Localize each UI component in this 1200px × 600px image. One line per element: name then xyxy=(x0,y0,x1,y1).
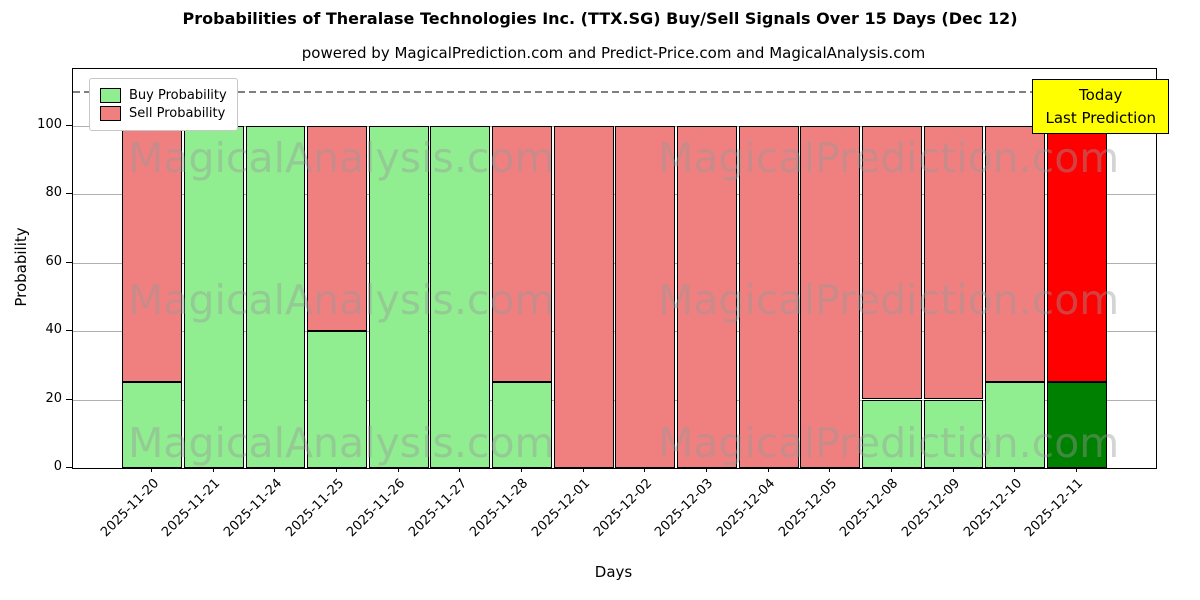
x-tick-mark xyxy=(1075,467,1077,472)
x-tick-mark xyxy=(582,467,584,472)
threshold-dashed-line xyxy=(73,91,1156,93)
y-tick-mark xyxy=(66,398,72,400)
y-tick-mark xyxy=(66,193,72,194)
x-tick-label: 2025-12-11 xyxy=(1022,476,1087,541)
buy-swatch-icon xyxy=(100,88,121,103)
buy-bar-segment xyxy=(122,382,183,468)
buy-bar-segment xyxy=(307,331,367,468)
x-tick-mark xyxy=(212,467,214,472)
x-tick-mark xyxy=(829,467,831,472)
sell-bar-segment xyxy=(492,125,552,383)
y-tick-label: 100 xyxy=(37,116,62,132)
gridline xyxy=(73,262,1156,264)
annotation-line-1: Today xyxy=(1079,86,1123,104)
x-tick-mark xyxy=(1014,467,1016,472)
buy-bar-segment xyxy=(368,125,429,468)
x-tick-label: 2025-12-03 xyxy=(652,476,717,541)
x-tick-label: 2025-11-20 xyxy=(97,476,162,541)
sell-bar-segment xyxy=(862,125,922,400)
x-tick-mark xyxy=(521,467,523,472)
buy-bar-segment xyxy=(1046,382,1107,468)
y-tick-label: 80 xyxy=(45,185,62,200)
y-tick-label: 20 xyxy=(45,390,62,406)
x-tick-mark xyxy=(952,467,954,472)
x-tick-label: 2025-12-10 xyxy=(960,476,1025,541)
sell-swatch-icon xyxy=(100,106,121,121)
gridline xyxy=(73,331,1156,332)
legend-label-sell: Sell Probability xyxy=(129,106,226,121)
sell-bar-segment xyxy=(738,125,799,468)
buy-bar-segment xyxy=(492,382,552,468)
buy-bar-segment xyxy=(923,399,984,468)
buy-bar-segment xyxy=(245,125,306,468)
buy-bar-segment xyxy=(183,125,244,468)
legend-item-sell: Sell Probability xyxy=(100,106,227,121)
x-tick-label: 2025-11-27 xyxy=(405,476,470,541)
chart-title: Probabilities of Theralase Technologies … xyxy=(182,9,1018,28)
x-tick-label: 2025-11-24 xyxy=(221,476,286,541)
sell-bar-segment xyxy=(677,125,737,468)
sell-bar-segment xyxy=(923,125,984,400)
y-tick-mark xyxy=(66,261,72,263)
gridline xyxy=(73,125,1156,127)
x-axis-label: Days xyxy=(594,563,633,581)
gridline xyxy=(73,399,1156,401)
gridline xyxy=(73,194,1156,195)
legend-item-buy: Buy Probability xyxy=(100,88,227,103)
buy-bar-segment xyxy=(862,399,922,468)
x-tick-label: 2025-12-02 xyxy=(590,476,655,541)
x-tick-mark xyxy=(705,467,707,472)
x-tick-label: 2025-12-09 xyxy=(899,476,964,541)
x-tick-mark xyxy=(767,467,769,472)
legend-label-buy: Buy Probability xyxy=(129,88,227,103)
x-tick-label: 2025-12-05 xyxy=(775,476,840,541)
x-tick-label: 2025-11-21 xyxy=(159,476,224,541)
x-tick-mark xyxy=(151,467,153,472)
plot-area: Buy Probability Sell Probability Magical… xyxy=(72,68,1157,469)
sell-bar-segment xyxy=(615,125,676,468)
sell-bar-segment xyxy=(1046,125,1107,383)
x-tick-mark xyxy=(644,467,646,472)
x-tick-mark xyxy=(397,467,399,472)
buy-bar-segment xyxy=(985,382,1046,468)
sell-bar-segment xyxy=(307,125,367,331)
y-tick-mark xyxy=(66,330,72,331)
sell-bar-segment xyxy=(800,125,861,468)
x-tick-mark xyxy=(459,467,461,472)
x-tick-mark xyxy=(890,467,892,472)
annotation-line-2: Last Prediction xyxy=(1045,108,1156,127)
y-tick-mark xyxy=(66,124,72,126)
x-tick-label: 2025-11-28 xyxy=(467,476,532,541)
y-tick-label: 40 xyxy=(45,322,62,337)
x-tick-mark xyxy=(336,467,338,472)
x-tick-label: 2025-12-01 xyxy=(529,476,594,541)
x-tick-label: 2025-12-04 xyxy=(714,476,779,541)
y-tick-mark xyxy=(66,467,72,468)
y-tick-label: 60 xyxy=(45,253,62,269)
x-tick-label: 2025-12-08 xyxy=(837,476,902,541)
today-annotation: Today Last Prediction xyxy=(1032,79,1169,134)
sell-bar-segment xyxy=(985,125,1046,383)
chart-subtitle: powered by MagicalPrediction.com and Pre… xyxy=(301,44,926,62)
legend: Buy Probability Sell Probability xyxy=(89,78,238,131)
y-tick-label: 0 xyxy=(53,459,62,474)
x-tick-mark xyxy=(274,467,276,472)
x-tick-label: 2025-11-25 xyxy=(282,476,347,541)
sell-bar-segment xyxy=(122,125,183,383)
sell-bar-segment xyxy=(553,125,614,468)
x-tick-label: 2025-11-26 xyxy=(344,476,409,541)
buy-bar-segment xyxy=(430,125,491,468)
